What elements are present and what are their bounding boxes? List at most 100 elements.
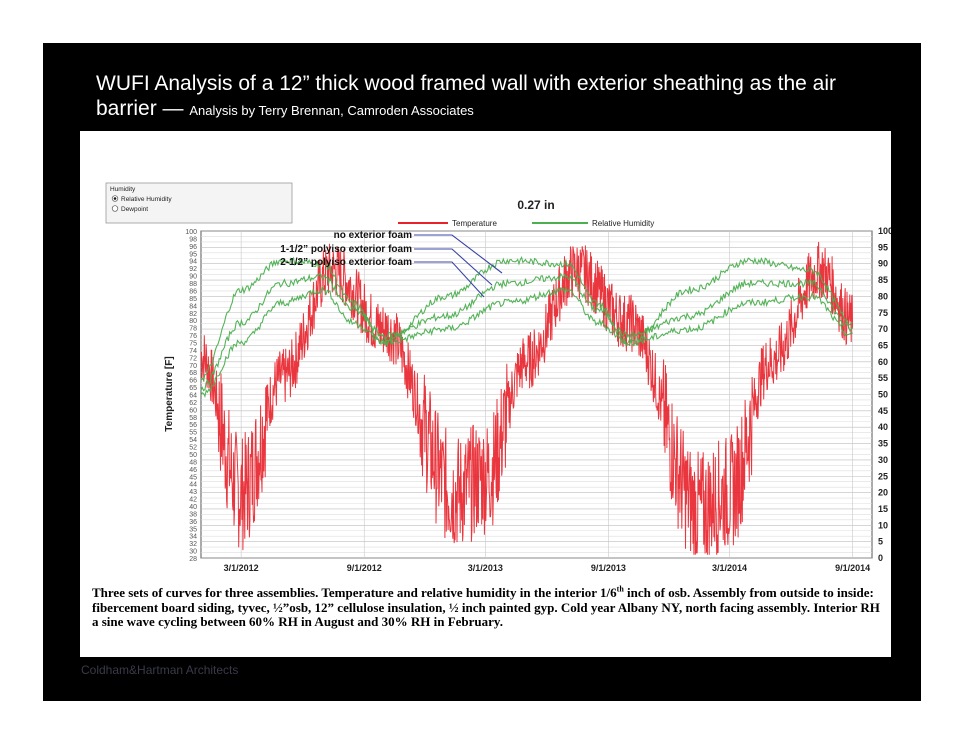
y2-tick-label: 25 (878, 471, 888, 481)
y-tick-label: 78 (189, 326, 197, 333)
radio-dot (113, 197, 117, 200)
y2-tick-label: 95 (878, 242, 888, 252)
rh-series-line-2 (200, 272, 854, 392)
humidity-radio-group (105, 182, 293, 224)
rh-series-line-3 (200, 285, 853, 398)
y-tick-label: 34 (189, 534, 197, 541)
y-tick-label: 65 (189, 385, 197, 392)
y-tick-label: 56 (189, 422, 197, 429)
y-tick-label: 44 (189, 482, 197, 489)
legend-temperature-label: Temperature (452, 219, 497, 228)
y-tick-label: 60 (189, 407, 197, 414)
y2-tick-label: 100 (878, 226, 891, 236)
y2-tick-label: 90 (878, 259, 888, 269)
y-tick-label: 82 (189, 311, 197, 318)
y-tick-label: 62 (189, 400, 197, 407)
y-tick-label: 48 (189, 459, 197, 466)
y-tick-label: 32 (189, 541, 197, 548)
x-tick-label: 9/1/2013 (591, 563, 626, 573)
y2-tick-label: 35 (878, 439, 888, 449)
y-tick-label: 64 (189, 393, 197, 400)
y-tick-label: 100 (185, 229, 197, 236)
footer-brand: Coldham&Hartman Architects (81, 663, 239, 677)
y-tick-label: 43 (189, 489, 197, 496)
y2-tick-label: 40 (878, 422, 888, 432)
y2-tick-label: 85 (878, 275, 888, 285)
annotation-label: no exterior foam (334, 230, 412, 241)
annotation-pointer (414, 234, 503, 274)
y2-tick-label: 10 (878, 520, 888, 530)
y2-tick-label: 15 (878, 504, 888, 514)
y-tick-label: 55 (189, 430, 197, 437)
y-tick-label: 80 (189, 318, 197, 325)
wufi-figure: 3/1/2012 9/1/2012 3/1/2013 9/1/2013 3/1/2014… (80, 131, 891, 657)
y2-tick-label: 80 (878, 291, 888, 301)
annotation-pointer (414, 248, 493, 286)
x-tick-label: 9/1/2012 (347, 563, 382, 573)
y2-tick-label: 5 (878, 537, 883, 547)
x-tick-label: 3/1/2014 (712, 563, 747, 573)
y-tick-label: 74 (189, 348, 197, 355)
y-tick-label: 75 (189, 340, 197, 347)
y-tick-label: 95 (189, 251, 197, 258)
radio-button (111, 205, 119, 212)
y2-tick-label: 65 (878, 340, 888, 350)
humidity-group-title: Humidity (110, 186, 136, 193)
y-tick-label: 84 (189, 303, 197, 310)
title-byline: Analysis by Terry Brennan, Camroden Asso… (189, 103, 474, 118)
y-tick-label: 90 (189, 274, 197, 281)
slide-title: WUFI Analysis of a 12” thick wood framed… (96, 71, 896, 123)
slide: WUFI Analysis of a 12” thick wood framed… (43, 43, 921, 701)
y-tick-label: 94 (189, 259, 197, 266)
chart-title: 0.27 in (517, 198, 554, 212)
y-tick-label: 45 (189, 474, 197, 481)
y-tick-label: 46 (189, 467, 197, 474)
y-tick-label: 68 (189, 370, 197, 377)
y-tick-label: 30 (189, 549, 197, 556)
annotation-pointer (414, 261, 485, 298)
y-tick-label: 35 (189, 526, 197, 533)
y2-tick-label: 30 (878, 455, 888, 465)
y2-tick-label: 55 (878, 373, 888, 383)
rh-series-line-1 (200, 255, 853, 382)
y-tick-label: 72 (189, 355, 197, 362)
temperature-series-line (200, 241, 854, 555)
legend-rh-label: Relative Humidity (592, 219, 654, 228)
y-tick-label: 88 (189, 281, 197, 288)
annotation-label: 1-1/2” polyiso exterior foam (280, 244, 412, 255)
radio-option-label: Dewpoint (121, 206, 148, 213)
y-axis-label: Temperature [F] (164, 356, 175, 431)
radio-option-label: Relative Humidity (121, 196, 172, 203)
title-main: WUFI Analysis of a 12” thick wood framed… (96, 72, 836, 120)
y2-tick-label: 70 (878, 324, 888, 334)
y2-tick-label: 0 (878, 553, 883, 563)
x-tick-label: 9/1/2014 (835, 563, 870, 573)
y-tick-label: 96 (189, 244, 197, 251)
y-tick-label: 58 (189, 415, 197, 422)
y-tick-label: 70 (189, 363, 197, 370)
y-tick-label: 54 (189, 437, 197, 444)
caption-part-1: Three sets of curves for three assemblie… (92, 585, 617, 600)
caption-superscript: th (616, 584, 624, 594)
y2-tick-label: 20 (878, 488, 888, 498)
y-tick-label: 76 (189, 333, 197, 340)
y-tick-label: 28 (189, 556, 197, 563)
y2-tick-label: 60 (878, 357, 888, 367)
y-tick-label: 66 (189, 378, 197, 385)
annotation-label: 2-1/2” polyiso exterior foam (280, 257, 412, 268)
title-dash: — (156, 97, 190, 120)
x-tick-label: 3/1/2013 (468, 563, 503, 573)
y-tick-label: 36 (189, 519, 197, 526)
y-tick-label: 38 (189, 511, 197, 518)
y-tick-label: 85 (189, 296, 197, 303)
y-tick-label: 50 (189, 452, 197, 459)
y-tick-label: 98 (189, 236, 197, 243)
wufi-chart: 3/1/2012 9/1/2012 3/1/2013 9/1/2013 3/1/2014… (105, 182, 891, 573)
figure-caption: Three sets of curves for three assemblie… (92, 584, 882, 630)
y-tick-label: 86 (189, 288, 197, 295)
y-tick-label: 42 (189, 497, 197, 504)
y2-tick-label: 75 (878, 308, 888, 318)
y-tick-label: 52 (189, 445, 197, 452)
caption-part-2: inch of osb. Assembly from outside to in… (92, 585, 880, 629)
y2-tick-label: 50 (878, 390, 888, 400)
